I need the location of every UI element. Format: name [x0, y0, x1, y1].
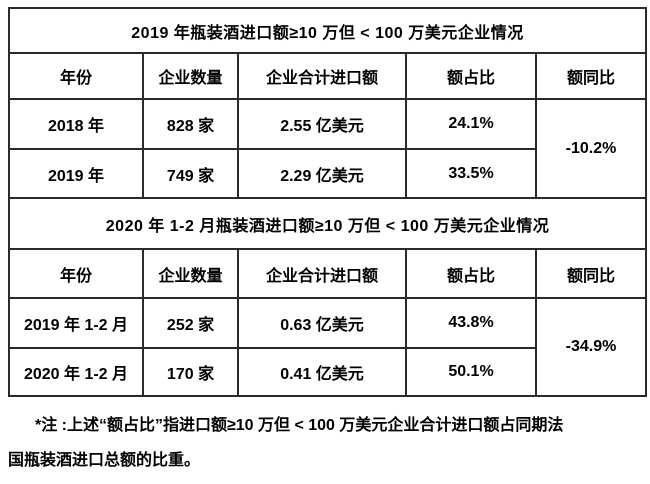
table-row: 2018 年 828 家 2.55 亿美元 24.1% -10.2% — [8, 98, 647, 199]
cell-yoy-merged: -10.2% — [535, 98, 647, 199]
cell-share: 50.1% — [405, 347, 537, 397]
cell-companies: 749 家 — [142, 148, 239, 199]
cell-year: 2019 年 1-2 月 — [8, 297, 144, 349]
section2-header-year: 年份 — [8, 248, 144, 299]
section1-header-companies: 企业数量 — [142, 52, 239, 100]
cell-companies: 828 家 — [142, 98, 239, 150]
cell-companies: 252 家 — [142, 297, 239, 349]
table-row: 2019 年 749 家 2.29 亿美元 33.5% — [8, 148, 646, 199]
section2-header-yoy: 额同比 — [535, 248, 647, 299]
cell-yoy-merged: -34.9% — [535, 297, 647, 397]
section2-header-total-import: 企业合计进口额 — [237, 248, 407, 299]
section1-header-share: 额占比 — [405, 52, 537, 100]
cell-share: 33.5% — [405, 148, 537, 199]
table-row: 2019 年 1-2 月 252 家 0.63 亿美元 43.8% -34.9% — [8, 297, 647, 397]
section2-header-share: 额占比 — [405, 248, 537, 299]
cell-total-import: 2.55 亿美元 — [237, 98, 407, 150]
footnote: *注 :上述“额占比”指进口额≥10 万但 < 100 万美元企业合计进口额占同… — [8, 408, 644, 478]
section1-header-yoy: 额同比 — [535, 52, 647, 100]
cell-share: 43.8% — [405, 297, 537, 349]
section1-header-year: 年份 — [8, 52, 144, 100]
section1-header-total-import: 企业合计进口额 — [237, 52, 407, 100]
cell-share: 24.1% — [405, 98, 537, 150]
table-row: 2020 年 1-2 月 170 家 0.41 亿美元 50.1% — [8, 347, 646, 397]
wine-import-table: 2019 年瓶装酒进口额≥10 万但 < 100 万美元企业情况 年份 企业数量… — [8, 7, 647, 397]
cell-total-import: 0.63 亿美元 — [237, 297, 407, 349]
section2-header-companies: 企业数量 — [142, 248, 239, 299]
cell-total-import: 2.29 亿美元 — [237, 148, 407, 199]
section1-title: 2019 年瓶装酒进口额≥10 万但 < 100 万美元企业情况 — [8, 7, 647, 54]
cell-year: 2018 年 — [8, 98, 144, 150]
cell-total-import: 0.41 亿美元 — [237, 347, 407, 397]
section2-title: 2020 年 1-2 月瓶装酒进口额≥10 万但 < 100 万美元企业情况 — [8, 197, 647, 250]
cell-year: 2019 年 — [8, 148, 144, 199]
footnote-line-1: *注 :上述“额占比”指进口额≥10 万但 < 100 万美元企业合计进口额占同… — [35, 417, 564, 434]
footnote-line-2: 国瓶装酒进口总额的比重。 — [8, 452, 201, 469]
cell-companies: 170 家 — [142, 347, 239, 397]
cell-year: 2020 年 1-2 月 — [8, 347, 144, 397]
